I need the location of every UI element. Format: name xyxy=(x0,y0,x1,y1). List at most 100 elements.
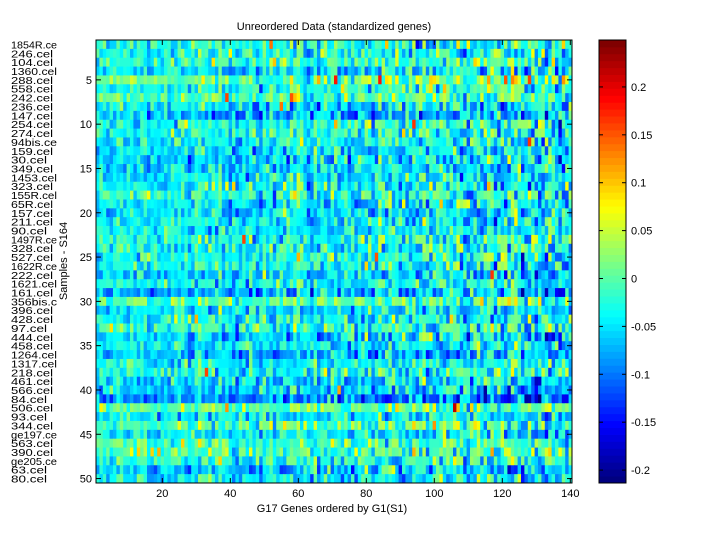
cell xyxy=(211,84,216,94)
cell xyxy=(252,190,257,200)
cell xyxy=(143,164,148,174)
cell xyxy=(323,243,328,254)
cell xyxy=(269,208,274,218)
cell xyxy=(150,217,155,227)
cell xyxy=(300,296,304,307)
cell xyxy=(402,199,406,209)
cell xyxy=(432,155,437,165)
cell xyxy=(242,66,246,76)
cell xyxy=(147,190,151,200)
cell xyxy=(150,137,155,147)
cell xyxy=(422,261,427,271)
cell xyxy=(126,75,131,85)
cell xyxy=(317,164,321,174)
cell xyxy=(143,261,148,271)
cell xyxy=(395,252,399,262)
cell xyxy=(402,137,406,147)
cell xyxy=(364,84,369,94)
cell xyxy=(327,288,331,298)
cell xyxy=(524,172,529,183)
cell xyxy=(235,93,240,103)
cell xyxy=(293,181,297,192)
cell xyxy=(109,305,114,316)
cell xyxy=(266,181,270,192)
cell xyxy=(459,252,464,262)
cell xyxy=(242,288,246,298)
cell xyxy=(313,84,318,94)
cell xyxy=(446,155,450,165)
cell xyxy=(313,40,318,50)
cell xyxy=(232,296,236,307)
cell xyxy=(548,48,552,59)
cell xyxy=(170,164,175,174)
cell xyxy=(153,155,158,165)
cell xyxy=(296,75,301,85)
cell xyxy=(357,234,362,245)
cell xyxy=(555,128,559,138)
cell xyxy=(211,199,216,209)
cell xyxy=(415,146,420,156)
cell xyxy=(463,164,467,174)
cell xyxy=(130,93,134,103)
cell xyxy=(497,155,501,165)
cell xyxy=(374,84,379,94)
cell xyxy=(551,137,556,147)
cell xyxy=(289,226,294,236)
cell xyxy=(436,279,440,289)
cell xyxy=(459,341,464,351)
cell xyxy=(408,164,413,174)
cell xyxy=(415,314,420,324)
cell xyxy=(487,84,491,94)
cell xyxy=(558,252,563,262)
cell xyxy=(136,128,141,138)
cell xyxy=(368,110,372,121)
cell xyxy=(296,341,301,351)
cell xyxy=(300,199,304,209)
cell xyxy=(289,84,294,94)
cell xyxy=(408,172,413,183)
cell xyxy=(191,48,195,59)
cell xyxy=(191,332,195,342)
cell xyxy=(517,172,522,183)
cell xyxy=(160,234,165,245)
cell xyxy=(289,75,294,85)
cell xyxy=(357,110,362,121)
cell xyxy=(235,84,240,94)
cell xyxy=(463,146,467,156)
cell xyxy=(133,350,138,360)
cell xyxy=(269,110,274,121)
cell xyxy=(184,181,189,192)
cell xyxy=(235,314,240,324)
cell xyxy=(286,181,291,192)
cell xyxy=(510,48,515,59)
cell xyxy=(300,190,304,200)
cell xyxy=(313,217,318,227)
cell xyxy=(354,234,359,245)
cell xyxy=(544,279,549,289)
cell xyxy=(405,288,410,298)
cell xyxy=(357,172,362,183)
cell xyxy=(255,172,260,183)
cell xyxy=(184,75,189,85)
cell xyxy=(439,261,444,271)
cell xyxy=(337,332,342,342)
cell xyxy=(527,199,532,209)
cell xyxy=(337,261,342,271)
cell xyxy=(347,119,352,129)
cell xyxy=(405,332,410,342)
cell xyxy=(425,137,430,147)
cell xyxy=(500,226,505,236)
cell xyxy=(289,146,294,156)
cell xyxy=(555,110,559,121)
cell xyxy=(157,40,161,50)
cell xyxy=(548,288,552,298)
cell xyxy=(160,252,165,262)
cell xyxy=(538,252,542,262)
cell xyxy=(500,110,505,121)
cell xyxy=(306,172,311,183)
cell xyxy=(235,217,240,227)
cell xyxy=(170,137,175,147)
cell xyxy=(378,164,382,174)
cell xyxy=(374,155,379,165)
cell xyxy=(541,155,546,165)
